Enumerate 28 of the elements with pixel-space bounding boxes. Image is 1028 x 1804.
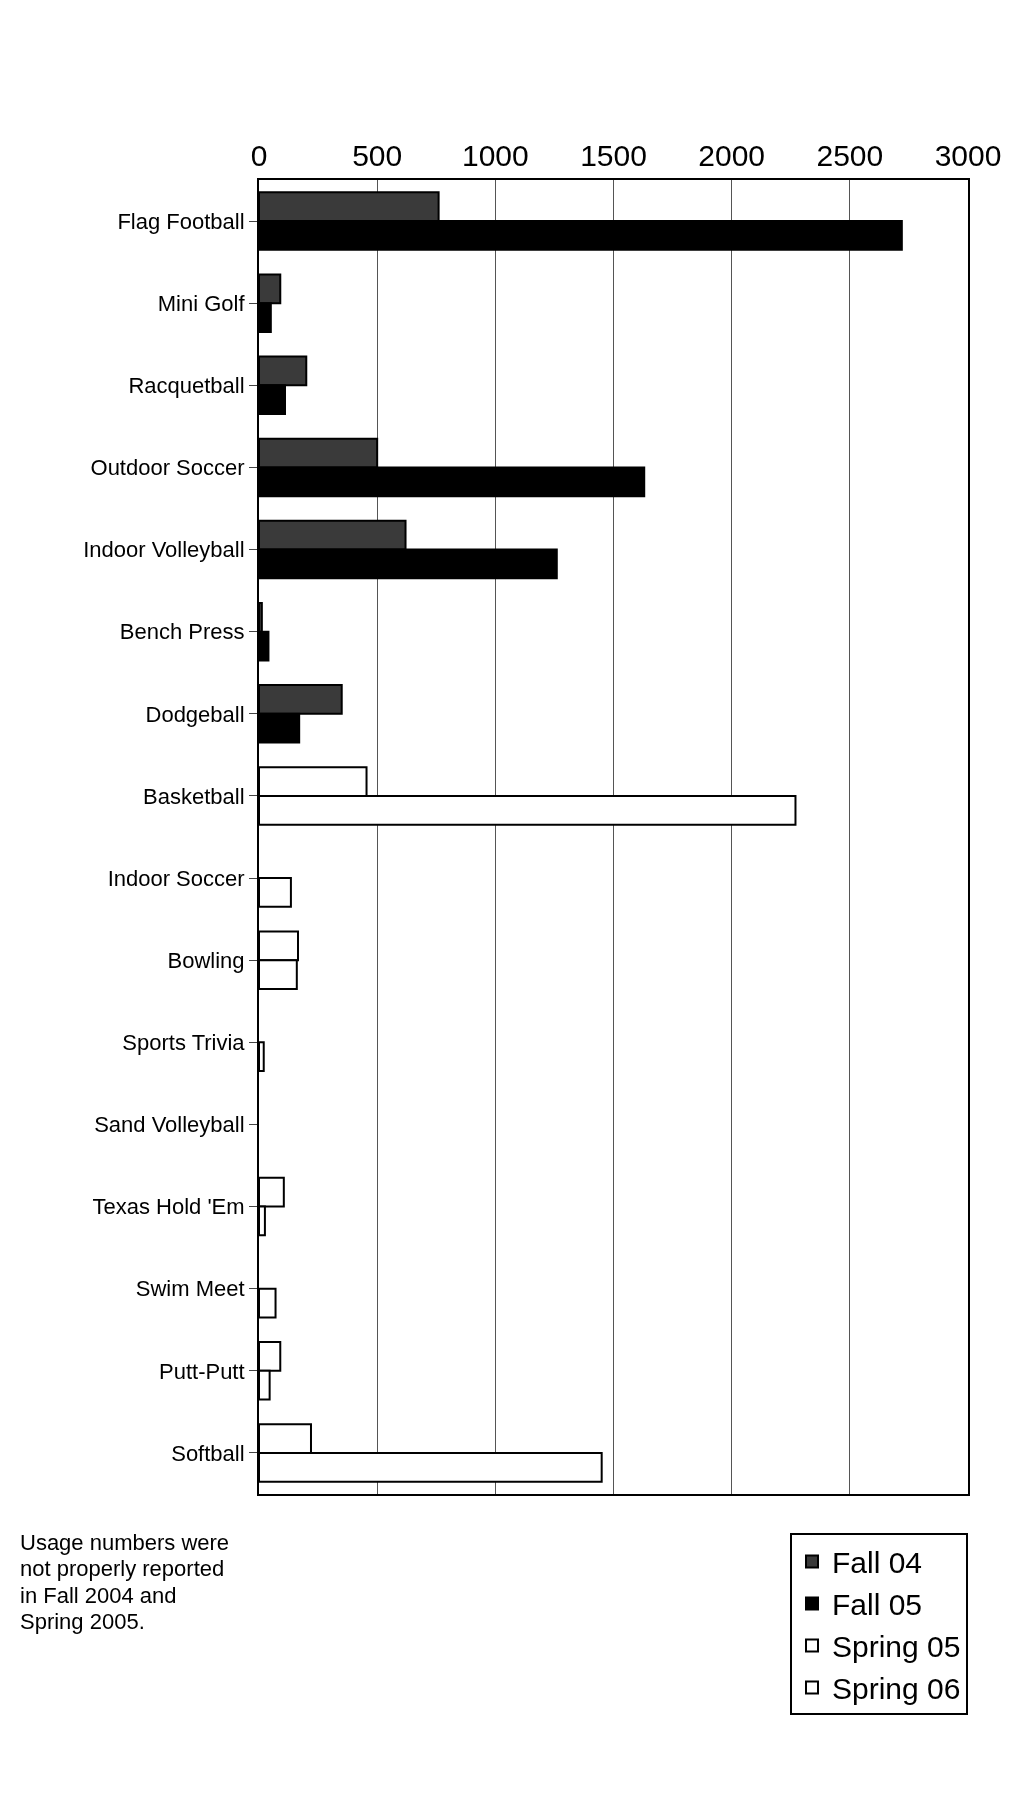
y-tick-label: Sand Volleyball xyxy=(94,1112,245,1138)
y-tick-label: Racquetball xyxy=(128,373,245,399)
legend-label: Spring 05 xyxy=(832,1630,961,1664)
y-tick-label: Mini Golf xyxy=(157,290,246,316)
y-tick-label: Swim Meet xyxy=(135,1276,245,1302)
y-tick-label: Basketball xyxy=(143,783,245,809)
x-tick-label: 2500 xyxy=(816,139,884,172)
text: Usage numbers were not properly reported in Fall 2004 and Spring 2005. xyxy=(20,1530,231,1636)
y-tick-label: Outdoor Soccer xyxy=(90,455,245,481)
x-tick-label: 1000 xyxy=(461,139,529,172)
legend-label: Spring 06 xyxy=(832,1672,961,1706)
x-tick-label: 2000 xyxy=(698,139,766,172)
y-tick-label: Texas Hold 'Em xyxy=(92,1194,245,1220)
y-tick-label: Putt-Putt xyxy=(159,1358,245,1384)
y-tick-label: Flag Football xyxy=(117,208,245,234)
x-tick-label: 0 xyxy=(250,139,268,172)
y-tick-label: Indoor Soccer xyxy=(107,865,245,891)
y-tick-label: Bench Press xyxy=(119,619,245,645)
x-tick-label: 500 xyxy=(352,139,403,172)
x-tick-label: 3000 xyxy=(934,139,1002,172)
y-tick-label: Softball xyxy=(171,1440,245,1466)
y-tick-label: Sports Trivia xyxy=(122,1030,246,1056)
x-tick-label: 1500 xyxy=(580,139,647,172)
y-tick-label: Indoor Volleyball xyxy=(83,537,245,563)
y-tick-label: Bowling xyxy=(167,947,245,973)
legend-label: Fall 05 xyxy=(832,1588,923,1622)
legend-label: Fall 04 xyxy=(832,1546,923,1580)
y-tick-label: Dodgeball xyxy=(145,701,245,727)
